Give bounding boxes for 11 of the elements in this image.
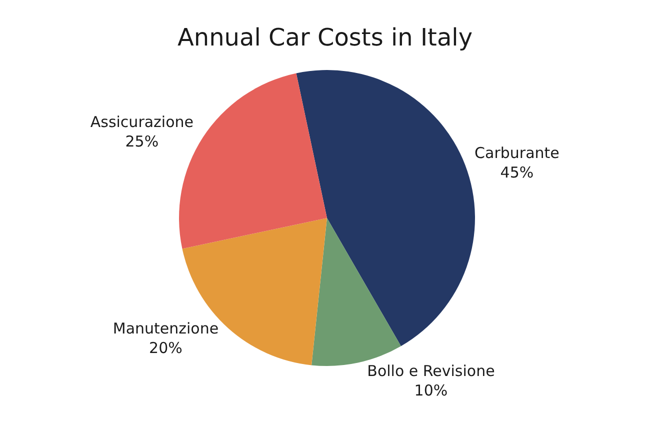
pie-slice xyxy=(312,218,401,366)
data-label: 25% xyxy=(125,132,159,151)
data-label: 45% xyxy=(500,163,534,182)
slice-label: Bollo e Revisione xyxy=(367,362,495,380)
slice-label: Manutenzione xyxy=(112,320,219,338)
slice-label: Carburante xyxy=(474,144,560,162)
slice-label: Assicurazione xyxy=(90,113,194,132)
data-label: 20% xyxy=(149,339,182,358)
pie-slice xyxy=(296,70,475,346)
data-label: 10% xyxy=(414,381,448,400)
chart-title: Annual Car Costs in Italy xyxy=(177,23,473,52)
